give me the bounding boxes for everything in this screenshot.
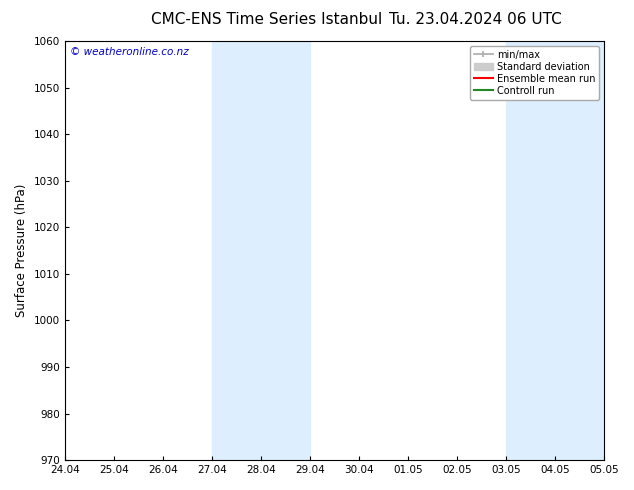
Y-axis label: Surface Pressure (hPa): Surface Pressure (hPa)	[15, 184, 28, 318]
Text: © weatheronline.co.nz: © weatheronline.co.nz	[70, 48, 189, 57]
Text: CMC-ENS Time Series Istanbul: CMC-ENS Time Series Istanbul	[151, 12, 382, 27]
Bar	[506, 41, 604, 460]
Bar	[212, 41, 310, 460]
Text: Tu. 23.04.2024 06 UTC: Tu. 23.04.2024 06 UTC	[389, 12, 562, 27]
Legend: min/max, Standard deviation, Ensemble mean run, Controll run: min/max, Standard deviation, Ensemble me…	[470, 46, 599, 99]
